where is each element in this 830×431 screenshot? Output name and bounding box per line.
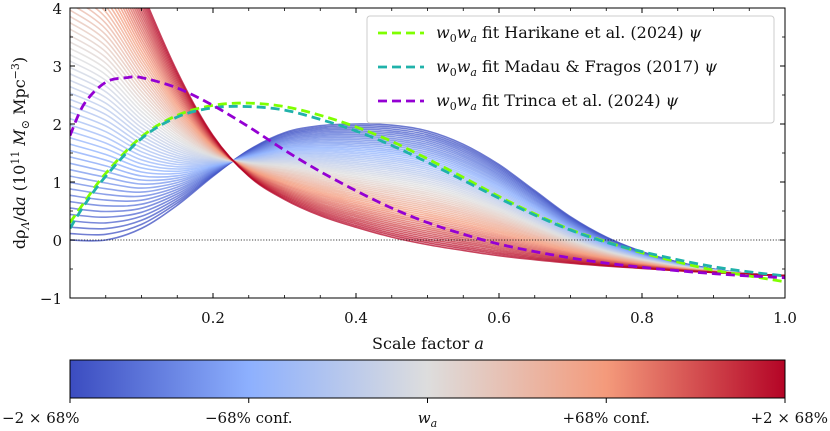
y-axis-label-mpc: Mpc	[10, 79, 29, 120]
y-axis-label-exp: 11	[9, 151, 22, 165]
legend-label-0: w0wa fit Harikane et al. (2024) ψ	[436, 23, 702, 45]
colorbar-wa-w: w	[418, 409, 431, 427]
x-axis-label-text: Scale factor	[372, 334, 474, 353]
y-tick-label: 0	[52, 232, 62, 250]
legend-w2: w	[457, 91, 471, 110]
y-tick-label: 2	[52, 116, 62, 134]
x-tick-label: 0.4	[344, 309, 368, 327]
x-tick-label: 0.2	[201, 309, 225, 327]
y-axis-ticks: −1 0 1 2 3 4	[40, 0, 785, 308]
fit-curve-2	[70, 75, 785, 280]
legend-label-2: w0wa fit Trinca et al. (2024) ψ	[436, 91, 679, 113]
legend-box	[366, 15, 775, 124]
y-axis-label-a: a	[10, 196, 29, 206]
legend-psi: ψ	[704, 57, 717, 76]
colorbar: −2 × 68% −68% conf. wa +68% conf. +2 × 68%	[2, 359, 828, 430]
x-tick-label: 1.0	[773, 309, 797, 327]
y-axis-label-close: )	[10, 57, 29, 63]
y-axis-label-open: (10	[10, 165, 29, 197]
y-axis-label-sun: ⊙	[19, 120, 32, 129]
colorbar-wa-a: a	[431, 417, 438, 430]
legend-suba: a	[470, 66, 477, 79]
legend-w2: w	[457, 23, 471, 42]
y-tick-label: 3	[52, 58, 62, 76]
legend-suba: a	[470, 100, 477, 113]
legend-text: fit Madau & Fragos (2017)	[477, 57, 704, 76]
y-axis-label-mexp: −3	[9, 63, 22, 79]
x-axis-label-var: a	[474, 334, 484, 353]
legend-w: w	[436, 57, 450, 76]
legend-label-1: w0wa fit Madau & Fragos (2017) ψ	[436, 57, 717, 79]
y-tick-label: 1	[52, 174, 62, 192]
y-tick-label: −1	[40, 290, 62, 308]
legend-psi: ψ	[689, 23, 702, 42]
colorbar-tick-label: +68% conf.	[562, 409, 650, 427]
x-tick-label: 0.6	[487, 309, 511, 327]
legend-suba: a	[470, 32, 477, 45]
y-axis-label-slash: /d	[10, 206, 29, 222]
legend-sub0: 0	[450, 32, 457, 45]
legend-psi: ψ	[666, 91, 679, 110]
colorbar-tick-label: wa	[418, 409, 437, 430]
y-axis-label: dρΛ/da (1011 M⊙ Mpc−3)	[9, 57, 32, 249]
colorbar-tick-label: −68% conf.	[205, 409, 293, 427]
fit-curves	[70, 75, 785, 284]
x-tick-label: 0.8	[630, 309, 654, 327]
legend-text: fit Trinca et al. (2024)	[477, 91, 666, 110]
x-axis-label: Scale factor a	[372, 334, 484, 353]
x-axis-ticks: 0.2 0.4 0.6 0.8 1.0	[105, 8, 797, 327]
legend-sub0: 0	[450, 66, 457, 79]
colorbar-tick-label: −2 × 68%	[2, 409, 80, 427]
y-axis-label-sub: Λ	[19, 222, 32, 231]
legend-w: w	[436, 23, 450, 42]
fit-curve-1	[70, 104, 785, 278]
colorbar-ticks: −2 × 68% −68% conf. wa +68% conf. +2 × 68%	[2, 398, 828, 430]
legend-w: w	[436, 91, 450, 110]
legend-sub0: 0	[450, 100, 457, 113]
y-axis-label-d: dρ	[10, 230, 29, 250]
fit-curve-0	[70, 101, 785, 284]
legend-w2: w	[457, 57, 471, 76]
y-tick-label: 4	[52, 0, 62, 18]
colorbar-bar	[69, 359, 786, 399]
y-axis-label-msun: M	[10, 129, 29, 151]
ensemble-curves	[70, 8, 785, 277]
legend-text: fit Harikane et al. (2024)	[477, 23, 689, 42]
colorbar-tick-label: +2 × 68%	[750, 409, 828, 427]
